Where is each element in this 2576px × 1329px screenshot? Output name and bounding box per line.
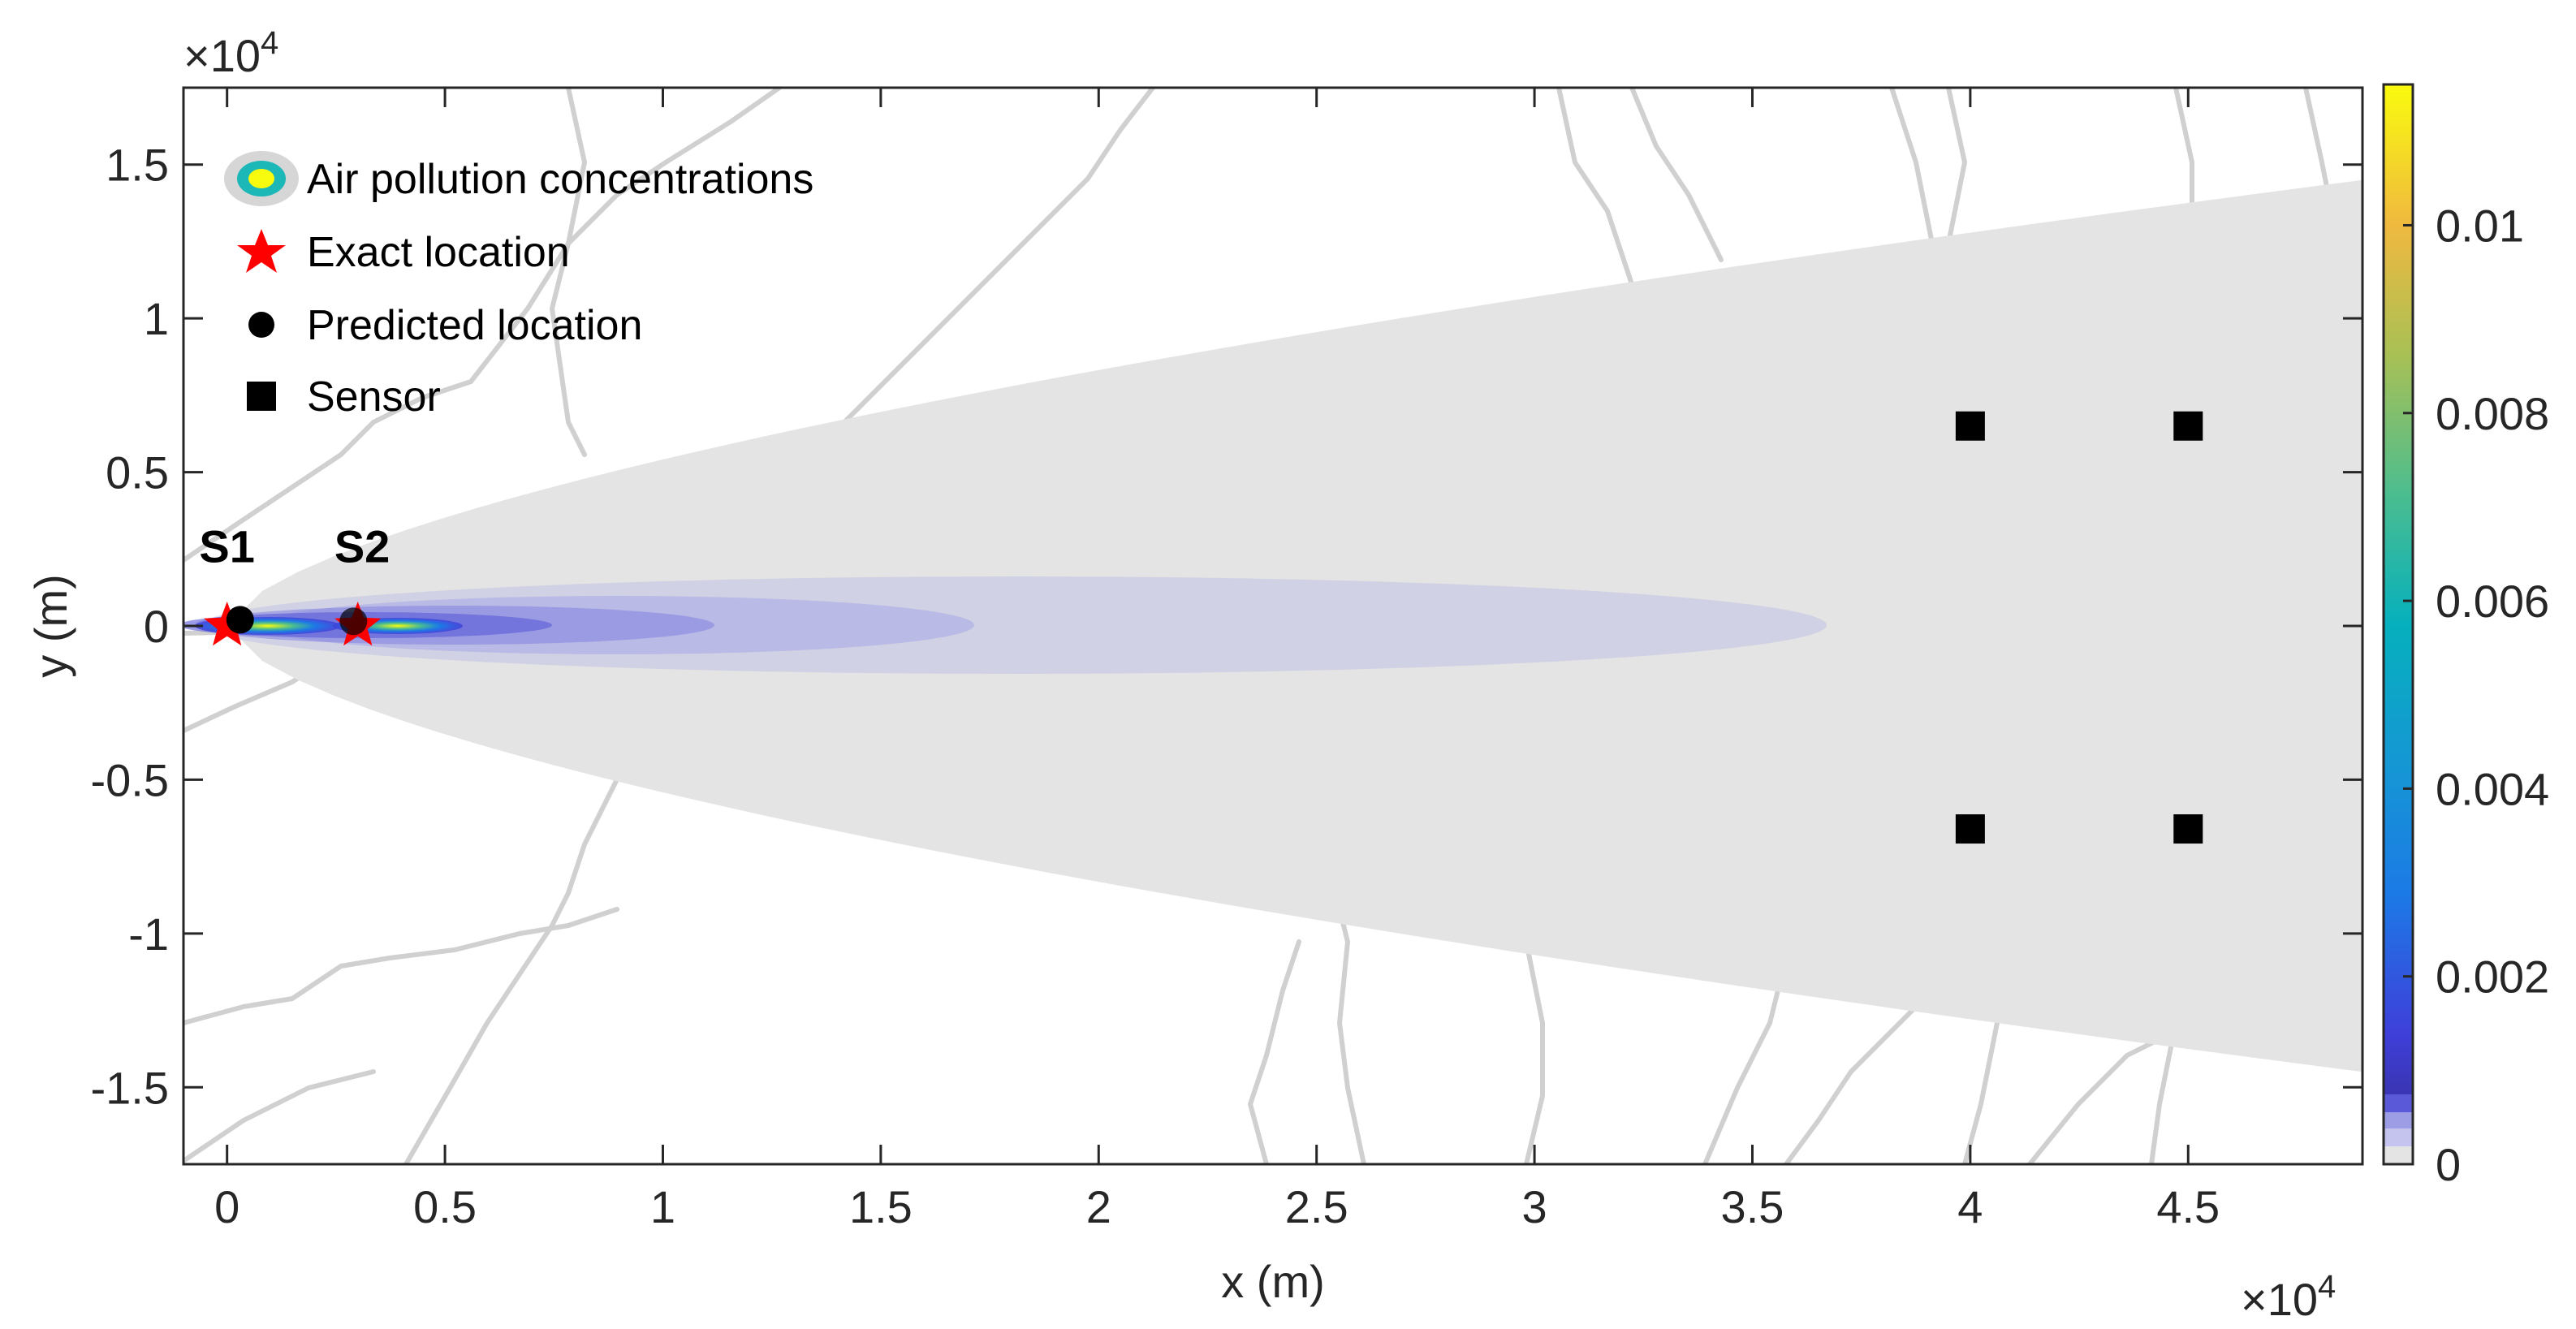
source-labels: S1 S2 — [199, 520, 390, 572]
legend-circle-icon — [248, 312, 274, 338]
colorbar-low-band-1 — [2384, 1094, 2413, 1112]
sensor-2 — [2173, 411, 2203, 441]
colorbar-tick-label: 0.004 — [2436, 763, 2549, 814]
colorbar: 0 0.002 0.004 0.006 0.008 0.01 — [2382, 83, 2549, 1190]
x-axis-label: x (m) — [1221, 1256, 1325, 1307]
x-exponent-label: ×104 — [2241, 1269, 2336, 1325]
legend-label-predicted: Predicted location — [307, 302, 642, 349]
y-tick-label: 1.5 — [106, 140, 169, 191]
x-exponent-base: ×10 — [2241, 1274, 2318, 1325]
plume-envelope — [227, 179, 2362, 1072]
legend-label-sensor: Sensor — [307, 373, 441, 421]
y-tick-label: 0.5 — [106, 447, 169, 498]
source-label-1: S1 — [199, 520, 255, 572]
legend: Air pollution concentrations Exact locat… — [224, 151, 813, 421]
predicted-location-1 — [226, 606, 254, 634]
colorbar-tick-label: 0 — [2436, 1139, 2461, 1190]
y-ticks: 1.5 1 0.5 0 -0.5 -1 -1.5 — [91, 140, 2362, 1113]
x-tick-label: 2.5 — [1285, 1181, 1348, 1232]
predicted-location-2 — [339, 607, 368, 636]
colorbar-low-band-4 — [2384, 1146, 2413, 1164]
x-exponent-power: 4 — [2318, 1269, 2336, 1305]
legend-item-exact: Exact location — [237, 229, 570, 276]
source-label-2: S2 — [334, 520, 390, 572]
colorbar-frame — [2382, 83, 2414, 1166]
y-tick-label: -0.5 — [91, 754, 170, 805]
predicted-locations — [226, 606, 368, 636]
x-ticks: 0 0.5 1 1.5 2 2.5 3 3.5 4 4.5 — [214, 88, 2220, 1232]
colorbar-gradient — [2384, 84, 2413, 1164]
y-exponent-base: ×10 — [183, 30, 261, 81]
legend-star-icon — [237, 229, 286, 273]
x-tick-label: 3.5 — [1721, 1181, 1784, 1232]
x-tick-label: 3 — [1522, 1181, 1547, 1232]
x-tick-label: 4.5 — [2156, 1181, 2220, 1232]
sensors — [1955, 411, 2203, 844]
y-tick-label: 0 — [144, 601, 169, 652]
x-tick-label: 1.5 — [849, 1181, 913, 1232]
colorbar-ticks: 0 0.002 0.004 0.006 0.008 0.01 — [2403, 200, 2549, 1190]
x-tick-label: 4 — [1957, 1181, 1983, 1232]
legend-item-concentrations: Air pollution concentrations — [224, 151, 813, 206]
sensor-4 — [2173, 814, 2203, 844]
sensor-1 — [1955, 411, 1985, 441]
x-tick-label: 1 — [650, 1181, 675, 1232]
concentration-contours — [183, 576, 1827, 674]
legend-ellipse-icon-core — [248, 169, 274, 188]
legend-label-concentrations: Air pollution concentrations — [307, 156, 813, 203]
colorbar-tick-label: 0.002 — [2436, 951, 2549, 1003]
colorbar-tick-label: 0.006 — [2436, 576, 2549, 627]
y-tick-label: -1.5 — [91, 1062, 170, 1113]
y-tick-label: 1 — [144, 293, 169, 344]
y-exponent-power: 4 — [261, 25, 278, 61]
colorbar-low-band-3 — [2384, 1128, 2413, 1146]
colorbar-tick-label: 0.008 — [2436, 388, 2549, 439]
y-tick-label: -1 — [128, 908, 169, 960]
colorbar-low-band-2 — [2384, 1112, 2413, 1128]
y-axis-label: y (m) — [25, 574, 76, 678]
x-tick-label: 0 — [214, 1181, 239, 1232]
legend-item-predicted: Predicted location — [248, 302, 642, 349]
x-tick-label: 2 — [1086, 1181, 1111, 1232]
legend-label-exact: Exact location — [307, 229, 570, 276]
legend-square-icon — [247, 382, 276, 411]
y-exponent-label: ×104 — [183, 25, 278, 81]
x-tick-label: 0.5 — [413, 1181, 477, 1232]
legend-item-sensor: Sensor — [247, 373, 441, 421]
colorbar-tick-label: 0.01 — [2436, 200, 2524, 251]
sensor-3 — [1955, 814, 1985, 844]
